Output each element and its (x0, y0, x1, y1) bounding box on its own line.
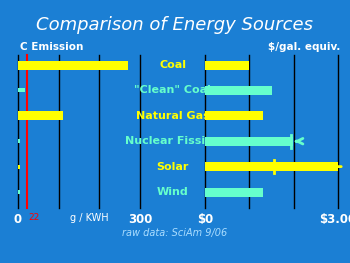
Text: $3.00: $3.00 (320, 213, 350, 226)
Text: 22: 22 (28, 213, 39, 222)
Bar (205, 162, 338, 171)
Text: g / KWH: g / KWH (70, 213, 108, 223)
Text: "Clean" Coal: "Clean" Coal (134, 85, 211, 95)
Text: 0: 0 (14, 213, 22, 226)
Bar (18, 165, 20, 169)
Bar (18, 190, 20, 194)
Text: 300: 300 (128, 213, 152, 226)
Bar (205, 111, 262, 120)
Bar (18, 139, 20, 143)
Text: $0: $0 (197, 213, 213, 226)
Text: Nuclear Fission: Nuclear Fission (125, 136, 220, 146)
Text: $/gal. equiv.: $/gal. equiv. (268, 42, 340, 52)
Text: Wind: Wind (157, 187, 188, 197)
Bar (18, 111, 63, 120)
Bar (18, 60, 128, 69)
Text: raw data: SciAm 9/06: raw data: SciAm 9/06 (122, 228, 228, 238)
Text: Coal: Coal (159, 60, 186, 70)
Bar (205, 60, 249, 69)
Bar (205, 137, 293, 146)
Bar (205, 188, 262, 196)
Text: C Emission: C Emission (20, 42, 83, 52)
Text: Solar: Solar (156, 161, 189, 171)
Text: Natural Gas: Natural Gas (136, 111, 209, 121)
Bar (205, 86, 272, 95)
Text: Comparison of Energy Sources: Comparison of Energy Sources (36, 16, 314, 34)
Bar (18, 88, 25, 92)
